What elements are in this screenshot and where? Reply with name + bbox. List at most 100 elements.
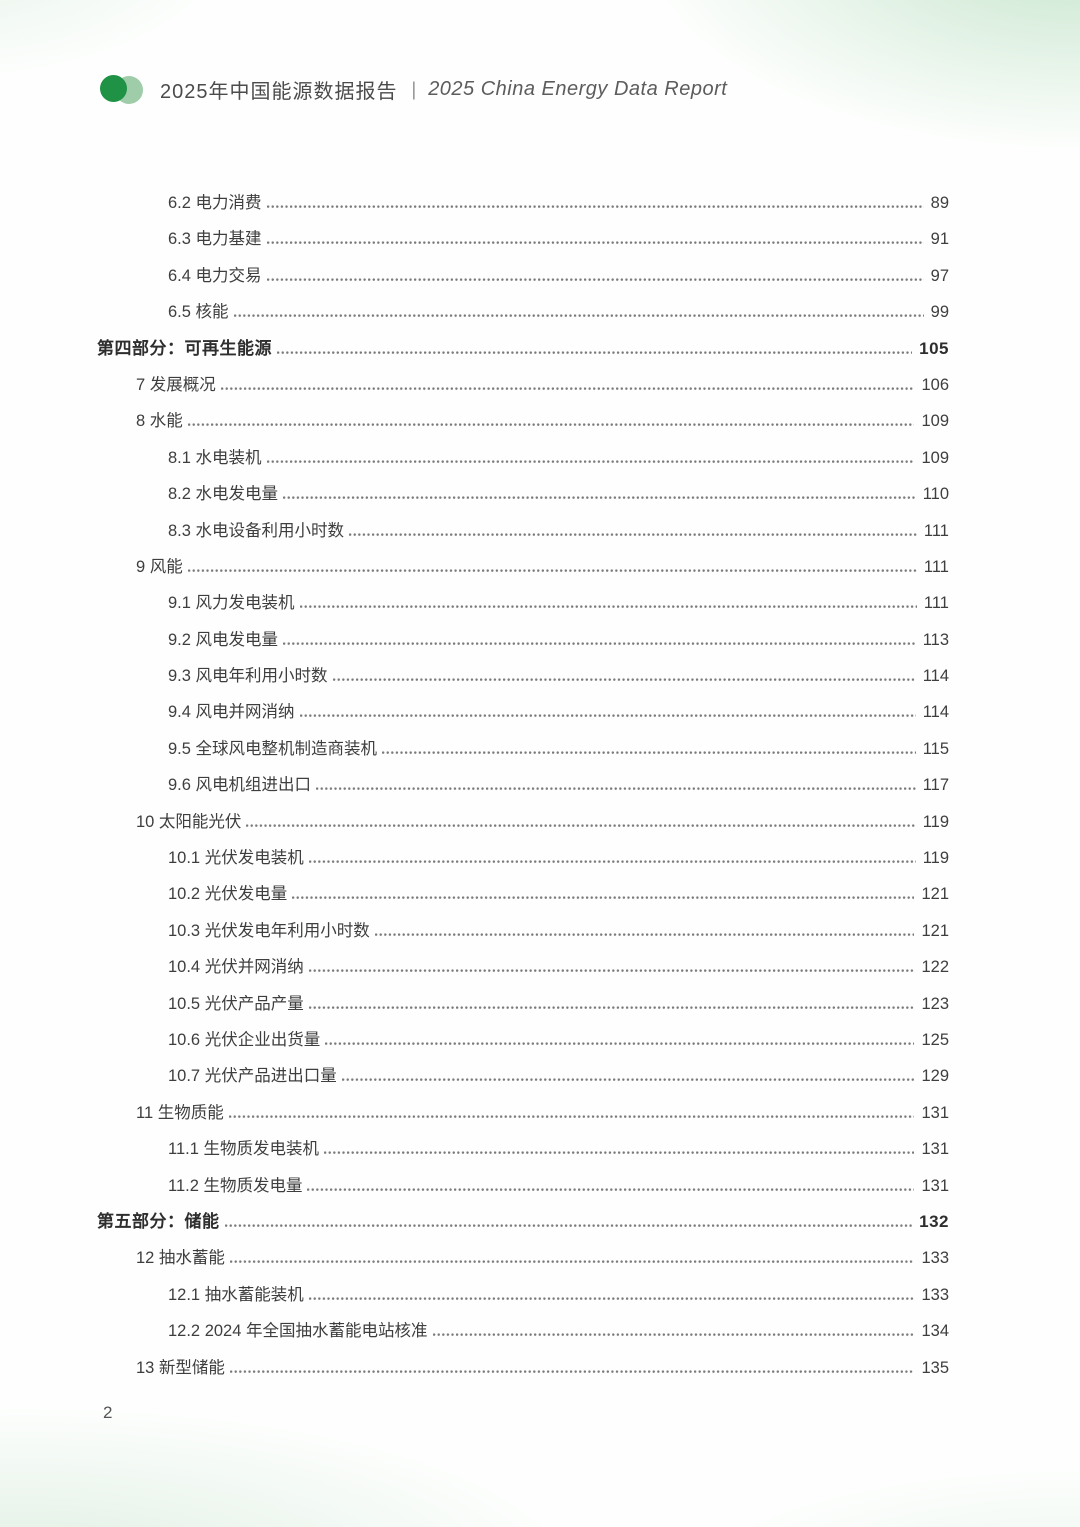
toc-entry-label: 6.5 核能 xyxy=(168,303,229,322)
toc-entry-page: 115 xyxy=(922,739,949,758)
toc-entry[interactable]: 12 抽水蓄能 133 xyxy=(97,1240,949,1276)
toc-entry[interactable]: 10.6 光伏企业出货量 125 xyxy=(97,1022,949,1058)
toc-entry-page: 132 xyxy=(919,1211,949,1231)
toc-entry-page: 134 xyxy=(921,1322,949,1341)
toc-entry-label: 11.2 生物质发电量 xyxy=(168,1176,303,1195)
dotted-leader xyxy=(325,1041,915,1045)
dotted-leader xyxy=(308,969,915,973)
dotted-leader xyxy=(308,1005,915,1009)
toc-entry-label: 10.2 光伏发电量 xyxy=(168,885,288,904)
table-of-contents: 6.2 电力消费 89 6.3 电力基建 91 6.4 电力交易 97 6.5 核能 99 第四… xyxy=(97,185,949,1386)
toc-entry-label: 11 生物质能 xyxy=(136,1103,224,1122)
report-header: 2025年中国能源数据报告 | 2025 China Energy Data R… xyxy=(100,74,1020,104)
toc-entry-label: 10.3 光伏发电年利用小时数 xyxy=(168,921,370,940)
toc-entry[interactable]: 11.1 生物质发电装机 131 xyxy=(97,1131,949,1167)
toc-entry-label: 9 风能 xyxy=(136,557,183,576)
toc-entry-label: 9.1 风力发电装机 xyxy=(168,594,295,613)
dotted-leader xyxy=(308,1296,915,1300)
dotted-leader xyxy=(229,1260,915,1264)
toc-entry[interactable]: 9.2 风电发电量 113 xyxy=(97,622,949,658)
toc-entry[interactable]: 10.2 光伏发电量 121 xyxy=(97,876,949,912)
toc-entry-page: 129 xyxy=(921,1067,949,1086)
toc-entry-page: 133 xyxy=(921,1249,949,1268)
toc-entry[interactable]: 10.5 光伏产品产量 123 xyxy=(97,986,949,1022)
toc-entry-page: 135 xyxy=(921,1358,949,1377)
toc-entry-page: 119 xyxy=(922,849,949,868)
logo-dark-circle-icon xyxy=(100,75,127,102)
toc-entry[interactable]: 8.2 水电发电量 110 xyxy=(97,476,949,512)
report-title-zh: 2025年中国能源数据报告 xyxy=(160,80,398,103)
toc-entry[interactable]: 8.3 水电设备利用小时数 111 xyxy=(97,513,949,549)
dotted-leader xyxy=(349,532,917,536)
toc-entry[interactable]: 9.5 全球风电整机制造商装机 115 xyxy=(97,731,949,767)
dotted-leader xyxy=(382,750,916,754)
toc-entry-page: 110 xyxy=(922,485,949,504)
dotted-leader xyxy=(316,787,916,791)
toc-entry-page: 123 xyxy=(921,994,949,1013)
title-divider: | xyxy=(411,77,417,100)
toc-entry[interactable]: 第四部分：可再生能源 105 xyxy=(97,331,949,367)
toc-entry[interactable]: 12.2 2024 年全国抽水蓄能电站核准 134 xyxy=(97,1313,949,1349)
dotted-leader xyxy=(266,459,915,463)
toc-entry[interactable]: 10.1 光伏发电装机 119 xyxy=(97,840,949,876)
toc-entry[interactable]: 8.1 水电装机 109 xyxy=(97,440,949,476)
dotted-leader xyxy=(332,678,916,682)
toc-entry[interactable]: 10.3 光伏发电年利用小时数 121 xyxy=(97,913,949,949)
toc-entry-page: 89 xyxy=(930,194,949,212)
toc-entry[interactable]: 11.2 生物质发电量 131 xyxy=(97,1168,949,1204)
toc-entry-label: 10 太阳能光伏 xyxy=(136,812,242,831)
dotted-leader xyxy=(307,1187,915,1191)
dotted-leader xyxy=(299,605,917,609)
toc-entry-page: 121 xyxy=(921,921,949,940)
dotted-leader xyxy=(283,496,916,500)
dotted-leader xyxy=(220,386,915,390)
dotted-leader xyxy=(299,714,916,718)
dotted-leader xyxy=(283,641,916,645)
toc-entry[interactable]: 6.4 电力交易 97 xyxy=(97,258,949,294)
toc-entry-label: 8.3 水电设备利用小时数 xyxy=(168,521,345,540)
brand-logo-icon xyxy=(100,74,144,104)
toc-entry[interactable]: 13 新型储能 135 xyxy=(97,1350,949,1386)
toc-entry[interactable]: 第五部分：储能 132 xyxy=(97,1204,949,1240)
toc-entry-label: 11.1 生物质发电装机 xyxy=(168,1140,319,1159)
dotted-leader xyxy=(187,423,915,427)
toc-entry[interactable]: 12.1 抽水蓄能装机 133 xyxy=(97,1277,949,1313)
toc-entry-page: 99 xyxy=(930,303,949,322)
toc-entry-label: 7 发展概况 xyxy=(136,375,216,394)
toc-entry-label: 6.4 电力交易 xyxy=(168,266,262,285)
toc-entry-page: 113 xyxy=(922,630,949,649)
toc-entry-label: 第四部分：可再生能源 xyxy=(97,338,272,358)
toc-entry[interactable]: 10.7 光伏产品进出口量 129 xyxy=(97,1058,949,1094)
toc-entry-page: 114 xyxy=(922,703,949,722)
toc-entry[interactable]: 7 发展概况 106 xyxy=(97,367,949,403)
toc-entry[interactable]: 9.4 风电并网消纳 114 xyxy=(97,694,949,730)
toc-entry-label: 10.4 光伏并网消纳 xyxy=(168,958,304,977)
toc-entry[interactable]: 9.6 风电机组进出口 117 xyxy=(97,767,949,803)
report-title-en: 2025 China Energy Data Report xyxy=(428,77,728,100)
toc-entry-label: 9.3 风电年利用小时数 xyxy=(168,667,328,686)
toc-entry-page: 111 xyxy=(923,521,949,540)
toc-entry[interactable]: 10 太阳能光伏 119 xyxy=(97,804,949,840)
toc-entry-page: 117 xyxy=(922,776,949,795)
toc-entry[interactable]: 9 风能 111 xyxy=(97,549,949,585)
toc-entry[interactable]: 6.2 电力消费 89 xyxy=(97,185,949,221)
dotted-leader xyxy=(224,1223,913,1227)
dotted-leader xyxy=(292,896,915,900)
toc-entry-label: 第五部分：储能 xyxy=(97,1211,220,1231)
toc-entry[interactable]: 11 生物质能 131 xyxy=(97,1095,949,1131)
toc-entry[interactable]: 6.5 核能 99 xyxy=(97,294,949,330)
toc-entry[interactable]: 6.3 电力基建 91 xyxy=(97,221,949,257)
dotted-leader xyxy=(266,205,924,208)
dotted-leader xyxy=(187,568,917,572)
toc-entry[interactable]: 9.3 风电年利用小时数 114 xyxy=(97,658,949,694)
toc-entry[interactable]: 10.4 光伏并网消纳 122 xyxy=(97,949,949,985)
toc-entry[interactable]: 8 水能 109 xyxy=(97,403,949,439)
dotted-leader xyxy=(229,1369,915,1373)
toc-entry-page: 114 xyxy=(922,667,949,686)
toc-entry[interactable]: 9.1 风力发电装机 111 xyxy=(97,585,949,621)
toc-entry-label: 12.2 2024 年全国抽水蓄能电站核准 xyxy=(168,1322,428,1341)
toc-entry-page: 122 xyxy=(921,958,949,977)
toc-entry-page: 105 xyxy=(919,338,949,358)
toc-entry-label: 9.5 全球风电整机制造商装机 xyxy=(168,739,378,758)
